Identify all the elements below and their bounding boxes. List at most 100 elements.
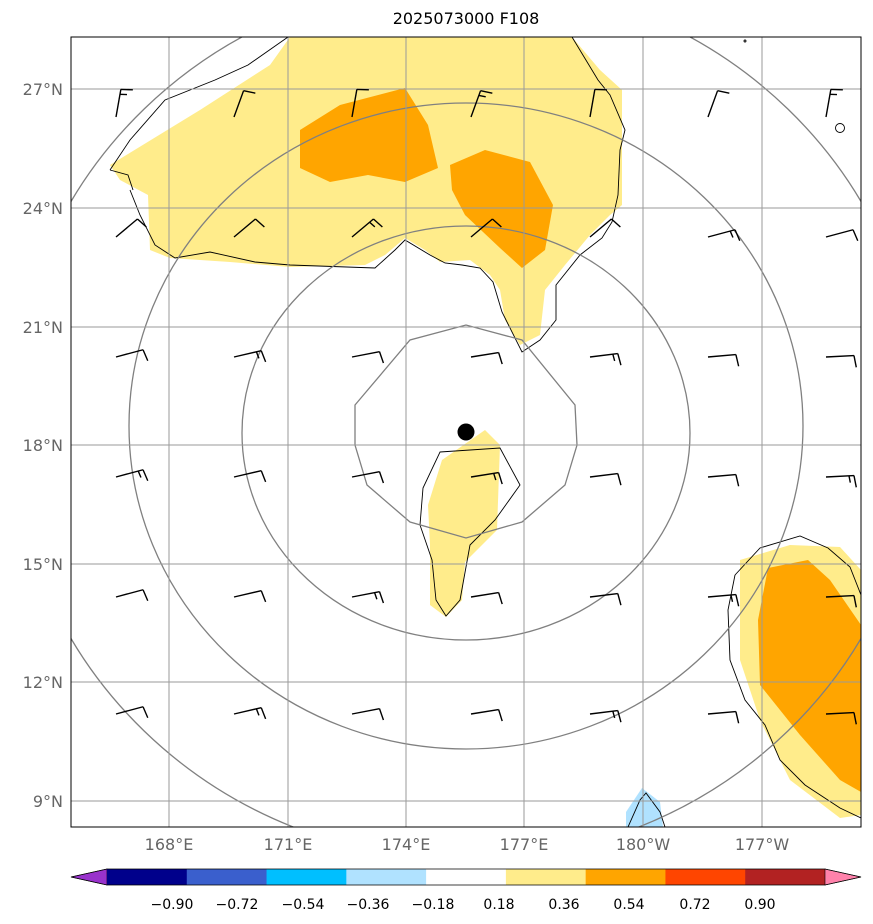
wind-barb	[825, 88, 843, 118]
colorbar-cell	[665, 869, 746, 885]
colorbar-tick-label: 0.72	[679, 897, 710, 913]
wind-barb	[707, 90, 730, 118]
map-title: 2025073000 F108	[392, 9, 540, 28]
colorbar-tick-label: −0.90	[151, 897, 194, 913]
wind-barb	[589, 592, 622, 606]
small-island	[835, 123, 845, 133]
wind-barb	[351, 707, 385, 721]
positive-anomaly-region-north	[110, 37, 622, 345]
storm-center-marker	[457, 423, 475, 441]
colorbar-cell	[585, 869, 666, 885]
wind-barb	[470, 591, 503, 605]
moderate-anomaly-region-southeast	[758, 560, 861, 792]
colorbar-frame	[70, 868, 862, 886]
colorbar-cell	[505, 869, 587, 885]
wind-barb	[351, 218, 383, 238]
colorbar-tick-label: −0.18	[412, 897, 455, 913]
plot-frame	[70, 36, 862, 828]
wind-barb	[707, 473, 740, 487]
colorbar: −0.90 −0.72 −0.54 −0.36 −0.18 0.18 0.36 …	[70, 868, 862, 913]
wind-barb	[115, 218, 147, 238]
colorbar-tick-label: −0.72	[216, 897, 259, 913]
lat-label: 24°N	[23, 199, 63, 218]
wind-barb	[707, 710, 740, 724]
lat-label: 15°N	[23, 555, 63, 574]
wind-barb	[589, 352, 622, 366]
range-ring-2deg	[354, 324, 578, 539]
wind-barb	[233, 218, 265, 238]
colorbar-extend-high	[824, 868, 862, 886]
wind-barb	[707, 353, 740, 367]
wind-barb	[825, 594, 857, 608]
moderate-anomaly-region-north-a	[300, 88, 438, 182]
latitude-labels: 27°N 24°N 21°N 18°N 15°N 12°N 9°N	[23, 80, 63, 811]
colorbar-cell	[186, 869, 268, 885]
longitude-labels: 168°E 171°E 174°E 177°E 180°W 177°W	[145, 835, 790, 854]
plot-area	[71, 37, 861, 827]
tiny-islet	[743, 39, 747, 43]
lat-label: 9°N	[33, 792, 63, 811]
lon-label: 180°W	[616, 835, 671, 854]
wind-barb	[233, 350, 267, 363]
wind-barb	[825, 711, 857, 725]
wind-barb	[707, 229, 741, 242]
lon-label: 171°E	[264, 835, 313, 854]
range-rings	[71, 37, 861, 827]
lat-label: 27°N	[23, 80, 63, 99]
wind-barb	[470, 351, 503, 365]
colorbar-cell	[745, 869, 826, 885]
wind-barb	[825, 229, 859, 242]
wind-barb	[470, 218, 502, 238]
wind-barb	[233, 590, 267, 603]
wind-barb	[589, 709, 622, 723]
wind-barb	[707, 593, 740, 607]
wind-barb	[470, 471, 503, 485]
wind-barbs	[115, 88, 859, 725]
colorbar-tick-label: −0.54	[282, 897, 325, 913]
coastline-north	[109, 37, 626, 353]
wind-barb	[115, 349, 149, 362]
coastline-southeast	[727, 535, 861, 819]
colorbar-cell	[426, 869, 507, 885]
gridlines	[71, 37, 861, 827]
wind-barb	[233, 90, 256, 118]
wind-barb	[351, 88, 369, 118]
colorbar-tick-label: 0.90	[744, 897, 775, 913]
coastlines	[109, 37, 861, 827]
range-ring-4deg	[241, 225, 691, 641]
wind-barb	[589, 472, 622, 486]
wind-barb	[115, 88, 133, 118]
moderate-anomaly-region-north-b	[450, 150, 553, 268]
wind-barb	[589, 218, 621, 238]
lat-label: 18°N	[23, 436, 63, 455]
wind-barb	[351, 470, 385, 484]
wind-barb	[351, 350, 385, 364]
wind-barb	[233, 707, 267, 720]
wind-barb	[825, 354, 857, 368]
range-ring-6deg	[128, 102, 804, 750]
colorbar-cell	[346, 869, 427, 885]
colorbar-tick-label: 0.36	[548, 897, 579, 913]
wind-barb	[825, 474, 857, 488]
lon-label: 177°W	[735, 835, 790, 854]
lat-label: 21°N	[23, 318, 63, 337]
wind-barb	[115, 589, 149, 602]
colorbar-tick-label: −0.36	[347, 897, 390, 913]
lon-label: 174°E	[382, 835, 431, 854]
colorbar-extend-low	[70, 868, 108, 886]
lat-label: 12°N	[23, 673, 63, 692]
wind-barb	[470, 90, 493, 118]
lon-label: 177°E	[500, 835, 549, 854]
negative-anomaly-region-south	[626, 788, 663, 827]
coastline-island-center	[419, 447, 521, 617]
wind-barb	[589, 88, 607, 118]
colorbar-cell	[266, 869, 347, 885]
wind-barb	[115, 469, 149, 482]
colorbar-tick-label: 0.54	[613, 897, 644, 913]
colorbar-tick-label: 0.18	[483, 897, 514, 913]
shaded-field	[110, 37, 861, 827]
wind-barb	[351, 590, 385, 604]
wind-barb	[233, 470, 267, 483]
wind-barb	[470, 708, 503, 722]
